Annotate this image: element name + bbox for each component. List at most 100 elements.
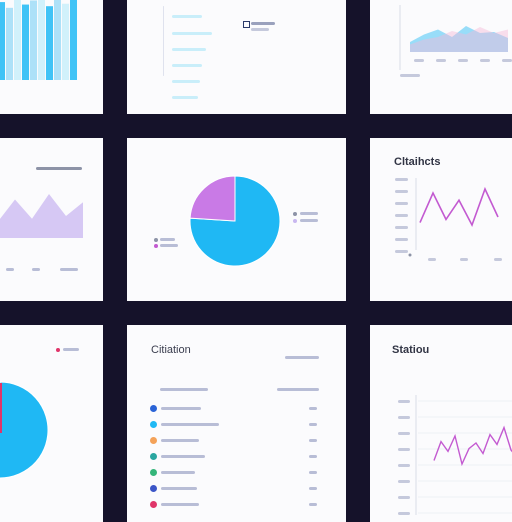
y-tick-label xyxy=(395,190,408,193)
row-value xyxy=(309,439,317,442)
row-label xyxy=(161,487,197,490)
bar xyxy=(38,0,45,80)
axis-tick-label xyxy=(502,59,512,62)
x-tick-label xyxy=(460,258,468,261)
list-item-bar xyxy=(172,32,212,35)
area-fill xyxy=(0,194,83,238)
row-label xyxy=(161,439,199,442)
y-tick-label xyxy=(395,202,408,205)
blue-dot-icon xyxy=(150,485,157,492)
y-tick-label xyxy=(395,178,408,181)
legend-dot xyxy=(154,238,158,242)
header-bar xyxy=(251,28,269,31)
bar-chart-top-left xyxy=(0,0,77,81)
pie-slice xyxy=(189,175,236,222)
axis-tick-label xyxy=(436,59,446,62)
y-tick-label xyxy=(398,512,410,515)
y-tick-label xyxy=(398,464,410,467)
panel-middle-center xyxy=(127,138,346,301)
panel-middle-right: Cltaihcts xyxy=(370,138,512,301)
row-label xyxy=(161,471,195,474)
axis-tick-label xyxy=(32,268,40,271)
bar xyxy=(62,3,69,81)
legend-entry xyxy=(300,219,318,222)
y-tick-label xyxy=(395,238,408,241)
red-dot-icon xyxy=(150,501,157,508)
list-item-bar xyxy=(172,96,198,99)
y-tick-label xyxy=(398,432,410,435)
axis-tick-label xyxy=(414,59,424,62)
bar xyxy=(30,0,37,81)
header-label xyxy=(285,356,319,359)
y-tick-label xyxy=(395,250,408,253)
row-value xyxy=(309,407,317,410)
series-area xyxy=(410,26,508,52)
row-label xyxy=(161,423,219,426)
legend-entry xyxy=(160,238,175,241)
axis-tick-label xyxy=(60,268,78,271)
list-item-bar xyxy=(172,64,202,67)
origin-dot xyxy=(408,253,412,257)
series-area xyxy=(410,27,508,52)
bar xyxy=(6,7,13,81)
legend-dot xyxy=(56,348,60,352)
y-tick-label xyxy=(395,226,408,229)
row-value xyxy=(309,423,317,426)
series-line xyxy=(433,425,512,467)
legend-dot xyxy=(293,219,297,223)
line-chart-bottom-right xyxy=(398,395,512,515)
panel-title: Citiation xyxy=(151,344,191,356)
panel-top-center xyxy=(127,0,346,114)
panel-bottom-right: Statiou xyxy=(370,325,512,522)
orange-dot-icon xyxy=(150,437,157,444)
axis-tick-label xyxy=(458,59,468,62)
bar xyxy=(22,4,29,81)
row-value xyxy=(309,455,317,458)
bar xyxy=(54,0,61,81)
chart-header-bar xyxy=(36,167,82,170)
legend-entry xyxy=(63,348,79,351)
pie-chart-bottom-left xyxy=(0,381,49,479)
line-chart-middle-right xyxy=(395,178,502,261)
chart-title: Statiou xyxy=(392,344,430,356)
y-tick-label xyxy=(398,480,410,483)
pie-slice xyxy=(0,381,49,479)
pie-highlight xyxy=(0,383,2,433)
x-tick-label xyxy=(494,258,502,261)
green-dot-icon xyxy=(150,469,157,476)
series-line xyxy=(419,186,499,227)
axis-tick-label xyxy=(400,74,420,77)
row-label xyxy=(161,407,201,410)
bar xyxy=(70,0,77,80)
panel-middle-left xyxy=(0,138,103,301)
list-item-bar xyxy=(172,48,206,51)
y-tick-label xyxy=(398,400,410,403)
legend-entry xyxy=(300,212,318,215)
legend-dot xyxy=(154,244,158,248)
legend-entry xyxy=(160,244,178,247)
list-item-bar xyxy=(172,80,200,83)
teal-dot-icon xyxy=(150,453,157,460)
bar xyxy=(0,2,5,81)
panel-bottom-left xyxy=(0,325,103,522)
bar xyxy=(46,6,53,81)
small-square-icon xyxy=(243,21,250,28)
y-tick-label xyxy=(395,214,408,217)
blue-dot-icon xyxy=(150,405,157,412)
y-tick-label xyxy=(398,448,410,451)
column-header xyxy=(277,388,319,391)
list-line xyxy=(163,6,164,76)
axis-tick-label xyxy=(6,268,14,271)
y-tick-label xyxy=(398,416,410,419)
row-label xyxy=(161,503,199,506)
legend-dot xyxy=(293,212,297,216)
panel-bottom-center: Citiation xyxy=(127,325,346,522)
row-value xyxy=(309,487,317,490)
chart-title: Cltaihcts xyxy=(394,156,441,168)
row-label xyxy=(161,455,205,458)
axis-tick-label xyxy=(480,59,490,62)
pie-chart-middle-center xyxy=(189,175,281,267)
panel-top-left xyxy=(0,0,103,114)
header-bar xyxy=(251,22,275,25)
x-tick-label xyxy=(428,258,436,261)
